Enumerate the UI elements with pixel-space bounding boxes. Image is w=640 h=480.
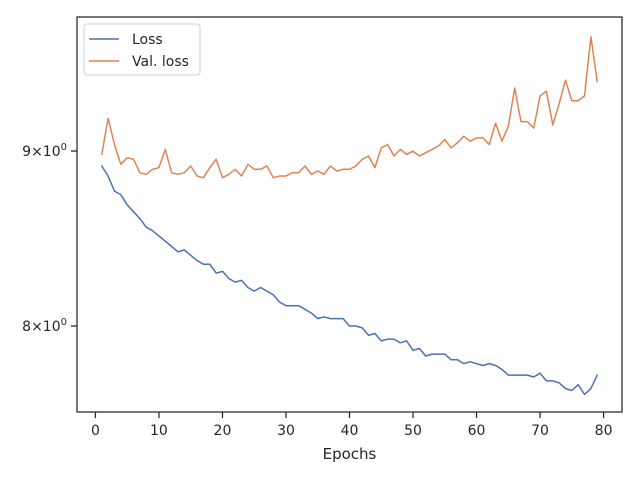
x-tick-label: 80 [595,423,613,439]
x-axis-label: Epochs [323,445,377,463]
y-tick-label: 8×100 [22,317,67,335]
x-tick-label: 60 [468,423,486,439]
series-line-val-loss [101,35,598,179]
x-tick-label: 40 [341,423,359,439]
x-tick-label: 50 [404,423,422,439]
x-axis-ticks: 0 10 20 30 40 50 60 70 80 [91,412,613,439]
y-tick-label: 9×100 [22,142,67,160]
legend: Loss Val. loss [83,23,201,76]
plot-frame [76,16,623,413]
x-tick-label: 10 [150,423,168,439]
series-line-loss [101,165,598,396]
x-tick-label: 0 [91,423,100,439]
legend-label-val-loss: Val. loss [132,54,189,70]
series-lines [101,35,598,396]
y-axis-ticks: 8×100 9×100 [22,142,77,335]
legend-label-loss: Loss [132,32,163,48]
legend-box [83,23,201,76]
x-tick-label: 30 [277,423,295,439]
x-tick-label: 20 [214,423,232,439]
plot-background [77,17,622,412]
x-tick-label: 70 [531,423,549,439]
